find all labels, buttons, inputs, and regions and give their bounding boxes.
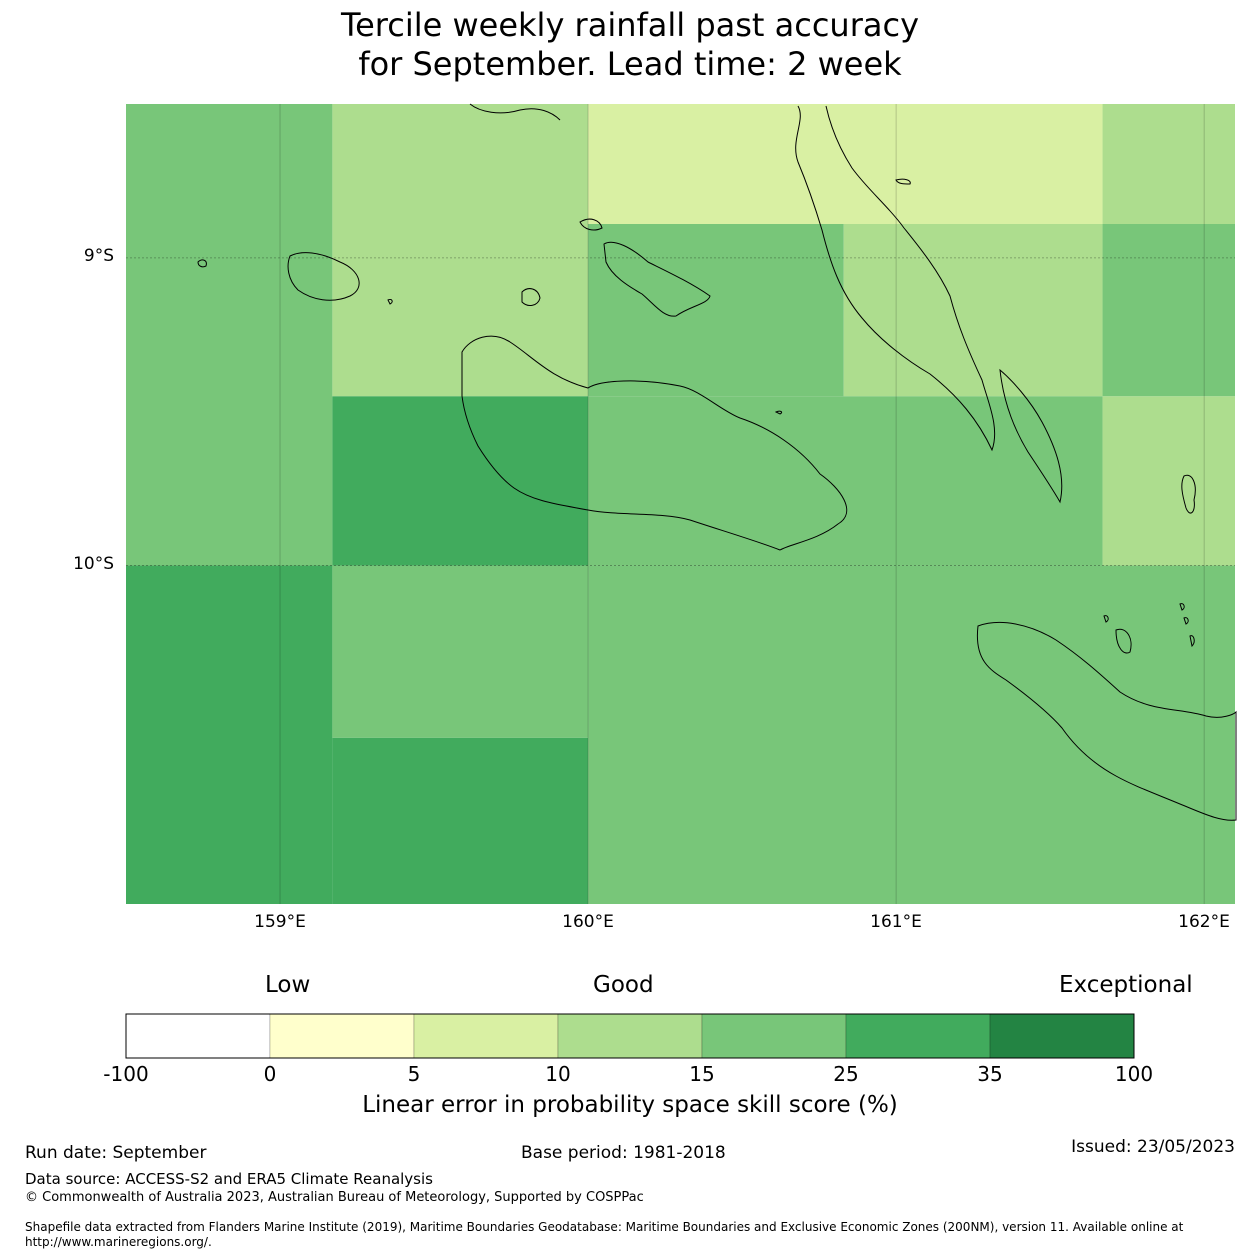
coastline-islet-9 <box>387 299 393 305</box>
skill-cell <box>1102 104 1235 224</box>
base-period: Base period: 1981-2018 <box>521 1143 726 1163</box>
data-source: Data source: ACCESS-S2 and ERA5 Climate … <box>25 1170 433 1188</box>
coastline-small-malaita <box>999 368 1063 504</box>
legend-word-good: Good <box>593 972 654 998</box>
colorbar-tick: 35 <box>977 1062 1003 1086</box>
colorbar-bin <box>845 1013 991 1059</box>
colorbar-bin <box>269 1013 415 1059</box>
skill-cell <box>332 104 589 397</box>
lon-label-161e: 161°E <box>870 912 922 932</box>
skill-cell <box>588 224 844 397</box>
legend-word-exceptional: Exceptional <box>1059 972 1193 998</box>
issued-date: Issued: 23/05/2023 <box>1071 1137 1235 1157</box>
lat-label-10s: 10°S <box>73 554 114 574</box>
coastline-islet-2 <box>774 410 783 415</box>
colorbar-tick: 100 <box>1114 1062 1154 1086</box>
skill-cell <box>1102 396 1235 566</box>
skill-cell <box>843 224 1103 397</box>
colorbar-tick: 10 <box>545 1062 571 1086</box>
colorbar-tick: 25 <box>833 1062 859 1086</box>
map-title-line1: Tercile weekly rainfall past accuracy <box>340 6 919 44</box>
coastline-guadalcanal <box>461 335 848 551</box>
coastline-islet-3 <box>1103 615 1109 623</box>
colorbar-bin <box>701 1013 847 1059</box>
skill-cell <box>588 104 1103 224</box>
colorbar-outline <box>125 1013 1135 1059</box>
lon-label-159e: 159°E <box>254 912 306 932</box>
shapefile-credit: Shapefile data extracted from Flanders M… <box>25 1220 1184 1249</box>
coastline-islet-5 <box>1183 617 1189 625</box>
coastline-ulawa <box>1181 474 1196 514</box>
coastlines <box>197 103 1237 821</box>
colorbar-bin <box>989 1013 1135 1059</box>
map-title-line2: for September. Lead time: 2 week <box>358 45 902 83</box>
run-date: Run date: September <box>25 1143 207 1163</box>
skill-cell <box>126 104 333 566</box>
lon-label-160e: 160°E <box>562 912 614 932</box>
colorbar-tick: -100 <box>103 1062 149 1086</box>
map-panel <box>126 103 1237 904</box>
lat-label-9s: 9°S <box>83 246 114 266</box>
lon-label-162e: 162°E <box>1178 912 1230 932</box>
coastline-islet-4 <box>1179 603 1185 611</box>
coastline-ugi <box>1115 628 1132 654</box>
copyright: © Commonwealth of Australia 2023, Austra… <box>25 1190 644 1205</box>
skill-cell <box>588 565 1235 904</box>
coastline-islet-7 <box>579 218 603 231</box>
coastline-makira <box>976 621 1237 821</box>
coastline-islet-8 <box>895 178 911 185</box>
coastline-islet-6 <box>1189 635 1195 648</box>
skill-cell <box>126 565 333 904</box>
coastline-islet-1 <box>197 259 207 268</box>
legend-word-low: Low <box>265 972 311 998</box>
colorbar-tick: 5 <box>407 1062 421 1086</box>
coastline-malaita <box>795 105 996 452</box>
colorbar-label: Linear error in probability space skill … <box>362 1092 898 1118</box>
colorbar-bin <box>413 1013 559 1059</box>
coastline-savo-north <box>469 103 561 121</box>
map-gridlines <box>126 104 1235 904</box>
colorbar-bin <box>125 1013 271 1059</box>
skill-cell <box>1102 224 1235 397</box>
colorbar-tick: 0 <box>263 1062 277 1086</box>
coastline-russell <box>287 252 360 301</box>
coastline-savo <box>521 288 541 306</box>
coastline-nggela <box>603 241 711 317</box>
skill-cell <box>332 737 589 904</box>
skill-cell <box>588 396 1103 566</box>
skill-cell <box>332 565 589 738</box>
colorbar-bin <box>557 1013 703 1059</box>
colorbar-tick: 15 <box>689 1062 715 1086</box>
skill-cell <box>332 396 589 566</box>
skill-grid-cells <box>126 104 1235 904</box>
